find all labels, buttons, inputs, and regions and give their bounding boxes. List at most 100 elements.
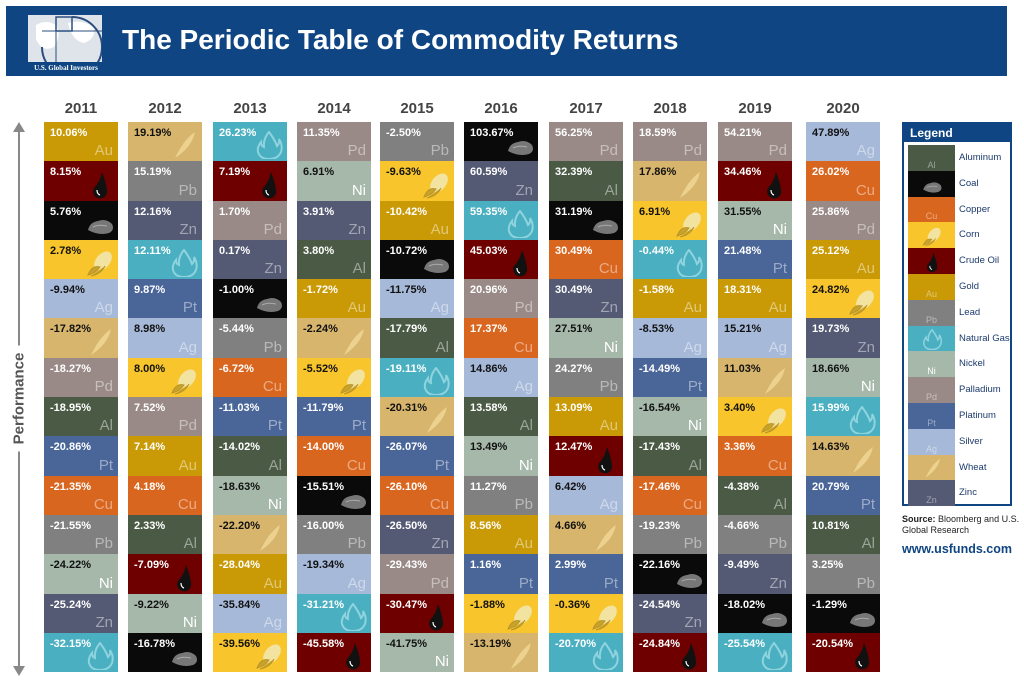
- element-symbol: Ag: [683, 338, 702, 356]
- legend-label: Platinum: [959, 409, 996, 421]
- element-symbol: Pd: [683, 142, 702, 160]
- return-value: -24.22%: [50, 559, 91, 572]
- element-symbol: Pb: [178, 181, 197, 199]
- wheat-icon: [759, 367, 789, 395]
- legend-swatch: Pt: [908, 402, 955, 429]
- return-value: 19.19%: [134, 127, 172, 139]
- return-value: -14.49%: [639, 362, 680, 375]
- commodity-cell-corn: -39.56%: [213, 632, 287, 673]
- element-symbol: Pt: [927, 417, 936, 428]
- return-value: -9.22%: [134, 598, 169, 611]
- commodity-cell-zinc: 0.17% Zn: [213, 239, 287, 280]
- element-symbol: Zn: [684, 613, 702, 631]
- return-value: 13.49%: [470, 441, 508, 454]
- coal-icon: [254, 288, 284, 316]
- legend-item-lead: Pb Lead: [904, 299, 1010, 326]
- year-column-2016: 2016 103.67% 60.59% Zn 59.35% 45.03% 20.9…: [464, 100, 538, 673]
- return-value: 25.12%: [812, 244, 850, 257]
- legend-label: Crude Oil: [959, 255, 1000, 267]
- wheat-icon: [421, 406, 451, 434]
- commodity-cell-coal: 103.67%: [464, 122, 538, 162]
- coal-icon: [169, 642, 199, 670]
- us-global-investors-logo: U.S. Global Investors: [28, 15, 104, 72]
- element-symbol: Cu: [262, 378, 282, 396]
- coal-icon: [759, 603, 789, 631]
- element-symbol: Pb: [347, 535, 366, 553]
- return-value: -17.46%: [639, 480, 680, 493]
- commodity-cell-wheat: 19.19%: [128, 122, 202, 162]
- return-value: -18.02%: [724, 598, 765, 611]
- commodity-cell-crude-oil: -30.47%: [380, 593, 454, 633]
- coal-icon: [421, 249, 451, 277]
- legend-swatch: Au: [908, 273, 955, 300]
- commodity-cell-zinc: 30.49% Zn: [549, 279, 623, 319]
- coal-icon: [338, 485, 368, 513]
- commodity-cell-platinum: 2.99% Pt: [549, 554, 623, 594]
- commodity-cell-platinum: -11.03% Pt: [213, 397, 287, 437]
- commodity-cell-gold: 8.56% Au: [464, 514, 538, 555]
- element-symbol: Au: [768, 299, 787, 317]
- return-value: -20.70%: [555, 637, 596, 650]
- element-symbol: Cu: [598, 260, 618, 278]
- commodity-cell-gold: -1.72% Au: [297, 279, 371, 319]
- return-value: 20.96%: [470, 284, 508, 297]
- element-symbol: Al: [604, 181, 618, 199]
- element-symbol: Pb: [925, 314, 937, 325]
- return-value: 6.91%: [303, 166, 335, 179]
- legend-item-copper: Cu Copper: [904, 196, 1010, 223]
- commodity-cell-gold: 7.14% Au: [128, 436, 202, 476]
- element-symbol: Ag: [347, 574, 366, 592]
- element-symbol: Pt: [603, 574, 618, 592]
- commodity-cell-gold: -1.58% Au: [633, 279, 707, 319]
- commodity-cell-corn: 24.82%: [806, 279, 880, 319]
- commodity-cell-natural-gas: 59.35%: [464, 200, 538, 240]
- element-symbol: Ag: [925, 443, 937, 454]
- commodity-cell-lead: -21.55% Pb: [44, 514, 118, 555]
- return-value: -19.34%: [303, 559, 344, 572]
- return-value: -13.19%: [470, 637, 511, 650]
- commodity-cell-silver: 15.21% Ag: [718, 318, 792, 358]
- return-value: 4.66%: [555, 519, 587, 532]
- element-symbol: Au: [683, 299, 702, 317]
- year-header: 2011: [64, 100, 98, 117]
- element-symbol: Cu: [429, 495, 449, 513]
- commodity-cell-crude-oil: 7.19%: [213, 161, 287, 201]
- element-symbol: Ni: [518, 456, 533, 474]
- return-value: 45.03%: [470, 244, 508, 257]
- commodity-cell-wheat: 17.86%: [633, 161, 707, 201]
- legend-swatch: Pb: [908, 299, 955, 326]
- commodity-cell-lead: -19.23% Pb: [633, 514, 707, 555]
- year-column-2013: 2013 26.23% 7.19% 1.70% Pd 0.17% Zn -1.00%…: [213, 100, 287, 673]
- oil-drop-icon: [759, 171, 789, 199]
- return-value: -1.29%: [812, 598, 847, 611]
- coal-icon: [505, 131, 535, 159]
- commodity-cell-corn: 6.91%: [633, 200, 707, 240]
- commodity-cell-palladium: 18.59% Pd: [633, 122, 707, 162]
- element-symbol: Pd: [347, 142, 366, 160]
- element-symbol: Zn: [515, 181, 533, 199]
- return-value: -17.82%: [50, 323, 91, 336]
- wheat-icon: [674, 171, 704, 199]
- legend-item-natural-gas: Natural Gas: [904, 325, 1010, 352]
- commodity-cell-zinc: -25.24% Zn: [44, 593, 118, 633]
- return-value: 10.06%: [50, 127, 88, 139]
- commodity-cell-lead: 15.19% Pb: [128, 161, 202, 201]
- commodity-cell-aluminum: -4.38% Al: [718, 475, 792, 515]
- return-value: 3.36%: [724, 441, 756, 454]
- legend-swatch: Pd: [908, 377, 955, 403]
- commodity-cell-platinum: 20.79% Pt: [806, 475, 880, 515]
- element-symbol: Pb: [599, 378, 618, 396]
- return-value: 3.40%: [724, 402, 756, 415]
- element-symbol: Cu: [925, 211, 938, 222]
- return-value: 8.98%: [134, 323, 166, 336]
- year-column-2014: 2014 11.35% Pd 6.91% Ni 3.91% Zn 3.80% Al -1…: [297, 100, 371, 673]
- website-link[interactable]: www.usfunds.com: [902, 542, 1012, 556]
- return-value: 11.27%: [470, 480, 507, 493]
- return-value: -17.43%: [639, 441, 680, 454]
- return-value: 18.66%: [812, 362, 850, 375]
- return-value: 17.86%: [639, 166, 677, 179]
- wheat-icon: [847, 446, 877, 474]
- return-value: 12.16%: [134, 205, 172, 218]
- commodity-cell-natural-gas: -25.54%: [718, 632, 792, 673]
- return-value: 6.91%: [639, 205, 671, 218]
